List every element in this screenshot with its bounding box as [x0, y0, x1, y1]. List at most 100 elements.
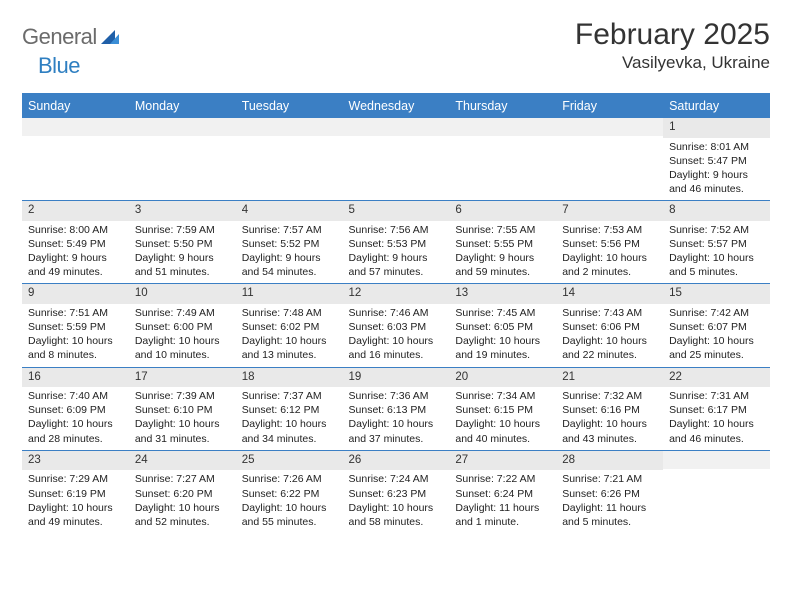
sunset-line: Sunset: 6:06 PM — [562, 320, 657, 334]
sunset-line: Sunset: 6:09 PM — [28, 403, 123, 417]
sunset-line: Sunset: 5:52 PM — [242, 237, 337, 251]
day-number: 25 — [236, 451, 343, 471]
sunset-line: Sunset: 6:26 PM — [562, 487, 657, 501]
calendar-cell: 19Sunrise: 7:36 AMSunset: 6:13 PMDayligh… — [343, 367, 450, 450]
day-number: 1 — [663, 118, 770, 138]
day-number: 27 — [449, 451, 556, 471]
calendar-cell — [343, 118, 450, 201]
day-details: Sunrise: 7:48 AMSunset: 6:02 PMDaylight:… — [236, 304, 343, 367]
calendar-week: 23Sunrise: 7:29 AMSunset: 6:19 PMDayligh… — [22, 450, 770, 533]
daylight-line: Daylight: 10 hours and 10 minutes. — [135, 334, 230, 362]
brand-word2: Blue — [38, 53, 80, 78]
day-details: Sunrise: 7:21 AMSunset: 6:26 PMDaylight:… — [556, 470, 663, 533]
calendar-week: 2Sunrise: 8:00 AMSunset: 5:49 PMDaylight… — [22, 201, 770, 284]
daylight-line: Daylight: 9 hours and 54 minutes. — [242, 251, 337, 279]
calendar-cell: 13Sunrise: 7:45 AMSunset: 6:05 PMDayligh… — [449, 284, 556, 367]
sunrise-line: Sunrise: 7:43 AM — [562, 306, 657, 320]
sunrise-line: Sunrise: 7:24 AM — [349, 472, 444, 486]
daylight-line: Daylight: 10 hours and 40 minutes. — [455, 417, 550, 445]
title-block: February 2025 Vasilyevka, Ukraine — [575, 18, 770, 73]
calendar-cell: 11Sunrise: 7:48 AMSunset: 6:02 PMDayligh… — [236, 284, 343, 367]
day-number: 3 — [129, 201, 236, 221]
sunrise-line: Sunrise: 7:21 AM — [562, 472, 657, 486]
day-number: 2 — [22, 201, 129, 221]
calendar-cell: 1Sunrise: 8:01 AMSunset: 5:47 PMDaylight… — [663, 118, 770, 201]
sunrise-line: Sunrise: 7:29 AM — [28, 472, 123, 486]
sunrise-line: Sunrise: 7:34 AM — [455, 389, 550, 403]
day-details: Sunrise: 7:56 AMSunset: 5:53 PMDaylight:… — [343, 221, 450, 284]
sunrise-line: Sunrise: 7:59 AM — [135, 223, 230, 237]
sunset-line: Sunset: 5:47 PM — [669, 154, 764, 168]
daylight-line: Daylight: 10 hours and 28 minutes. — [28, 417, 123, 445]
sunset-line: Sunset: 6:15 PM — [455, 403, 550, 417]
day-number: 5 — [343, 201, 450, 221]
sunrise-line: Sunrise: 7:53 AM — [562, 223, 657, 237]
day-number — [556, 118, 663, 136]
calendar-cell — [449, 118, 556, 201]
calendar-page: General February 2025 Vasilyevka, Ukrain… — [0, 0, 792, 551]
daylight-line: Daylight: 10 hours and 31 minutes. — [135, 417, 230, 445]
daylight-line: Daylight: 11 hours and 1 minute. — [455, 501, 550, 529]
daylight-line: Daylight: 10 hours and 22 minutes. — [562, 334, 657, 362]
calendar-cell: 20Sunrise: 7:34 AMSunset: 6:15 PMDayligh… — [449, 367, 556, 450]
month-title: February 2025 — [575, 18, 770, 51]
daylight-line: Daylight: 11 hours and 5 minutes. — [562, 501, 657, 529]
daylight-line: Daylight: 10 hours and 25 minutes. — [669, 334, 764, 362]
sunrise-line: Sunrise: 8:01 AM — [669, 140, 764, 154]
calendar-cell: 9Sunrise: 7:51 AMSunset: 5:59 PMDaylight… — [22, 284, 129, 367]
daylight-line: Daylight: 10 hours and 16 minutes. — [349, 334, 444, 362]
sunset-line: Sunset: 6:00 PM — [135, 320, 230, 334]
daylight-line: Daylight: 10 hours and 43 minutes. — [562, 417, 657, 445]
sunset-line: Sunset: 6:10 PM — [135, 403, 230, 417]
sunset-line: Sunset: 6:20 PM — [135, 487, 230, 501]
weekday-header: Friday — [556, 95, 663, 118]
calendar-table: Sunday Monday Tuesday Wednesday Thursday… — [22, 95, 770, 533]
sunrise-line: Sunrise: 7:56 AM — [349, 223, 444, 237]
sunset-line: Sunset: 6:22 PM — [242, 487, 337, 501]
day-details: Sunrise: 7:39 AMSunset: 6:10 PMDaylight:… — [129, 387, 236, 450]
day-details: Sunrise: 7:42 AMSunset: 6:07 PMDaylight:… — [663, 304, 770, 367]
calendar-cell: 17Sunrise: 7:39 AMSunset: 6:10 PMDayligh… — [129, 367, 236, 450]
calendar-header-row: Sunday Monday Tuesday Wednesday Thursday… — [22, 95, 770, 118]
sunrise-line: Sunrise: 7:36 AM — [349, 389, 444, 403]
calendar-cell: 8Sunrise: 7:52 AMSunset: 5:57 PMDaylight… — [663, 201, 770, 284]
day-number: 6 — [449, 201, 556, 221]
sunset-line: Sunset: 5:55 PM — [455, 237, 550, 251]
day-details: Sunrise: 7:36 AMSunset: 6:13 PMDaylight:… — [343, 387, 450, 450]
sunrise-line: Sunrise: 7:22 AM — [455, 472, 550, 486]
sunrise-line: Sunrise: 7:32 AM — [562, 389, 657, 403]
day-number — [663, 451, 770, 469]
sunrise-line: Sunrise: 7:45 AM — [455, 306, 550, 320]
sunrise-line: Sunrise: 7:42 AM — [669, 306, 764, 320]
sunrise-line: Sunrise: 7:48 AM — [242, 306, 337, 320]
calendar-cell: 18Sunrise: 7:37 AMSunset: 6:12 PMDayligh… — [236, 367, 343, 450]
sunset-line: Sunset: 5:50 PM — [135, 237, 230, 251]
calendar-cell — [22, 118, 129, 201]
sunrise-line: Sunrise: 7:27 AM — [135, 472, 230, 486]
daylight-line: Daylight: 10 hours and 5 minutes. — [669, 251, 764, 279]
day-number: 21 — [556, 368, 663, 388]
calendar-cell: 6Sunrise: 7:55 AMSunset: 5:55 PMDaylight… — [449, 201, 556, 284]
calendar-cell — [663, 450, 770, 533]
sunset-line: Sunset: 6:17 PM — [669, 403, 764, 417]
day-details: Sunrise: 7:55 AMSunset: 5:55 PMDaylight:… — [449, 221, 556, 284]
daylight-line: Daylight: 10 hours and 37 minutes. — [349, 417, 444, 445]
sunrise-line: Sunrise: 7:26 AM — [242, 472, 337, 486]
daylight-line: Daylight: 9 hours and 51 minutes. — [135, 251, 230, 279]
day-details: Sunrise: 7:57 AMSunset: 5:52 PMDaylight:… — [236, 221, 343, 284]
day-number — [343, 118, 450, 136]
day-details: Sunrise: 7:46 AMSunset: 6:03 PMDaylight:… — [343, 304, 450, 367]
day-details: Sunrise: 7:49 AMSunset: 6:00 PMDaylight:… — [129, 304, 236, 367]
calendar-cell: 3 Sunrise: 7:59 AMSunset: 5:50 PMDaylight… — [129, 201, 236, 284]
calendar-week: 1Sunrise: 8:01 AMSunset: 5:47 PMDaylight… — [22, 118, 770, 201]
day-details: Sunrise: 7:40 AMSunset: 6:09 PMDaylight:… — [22, 387, 129, 450]
day-number: 17 — [129, 368, 236, 388]
sunrise-line: Sunrise: 7:37 AM — [242, 389, 337, 403]
day-details: Sunrise: 7:29 AMSunset: 6:19 PMDaylight:… — [22, 470, 129, 533]
day-details: Sunrise: 7:37 AMSunset: 6:12 PMDaylight:… — [236, 387, 343, 450]
calendar-cell: 2Sunrise: 8:00 AMSunset: 5:49 PMDaylight… — [22, 201, 129, 284]
calendar-cell: 4Sunrise: 7:57 AMSunset: 5:52 PMDaylight… — [236, 201, 343, 284]
day-number: 24 — [129, 451, 236, 471]
brand-logo: General — [22, 18, 121, 50]
brand-word1: General — [22, 24, 97, 50]
